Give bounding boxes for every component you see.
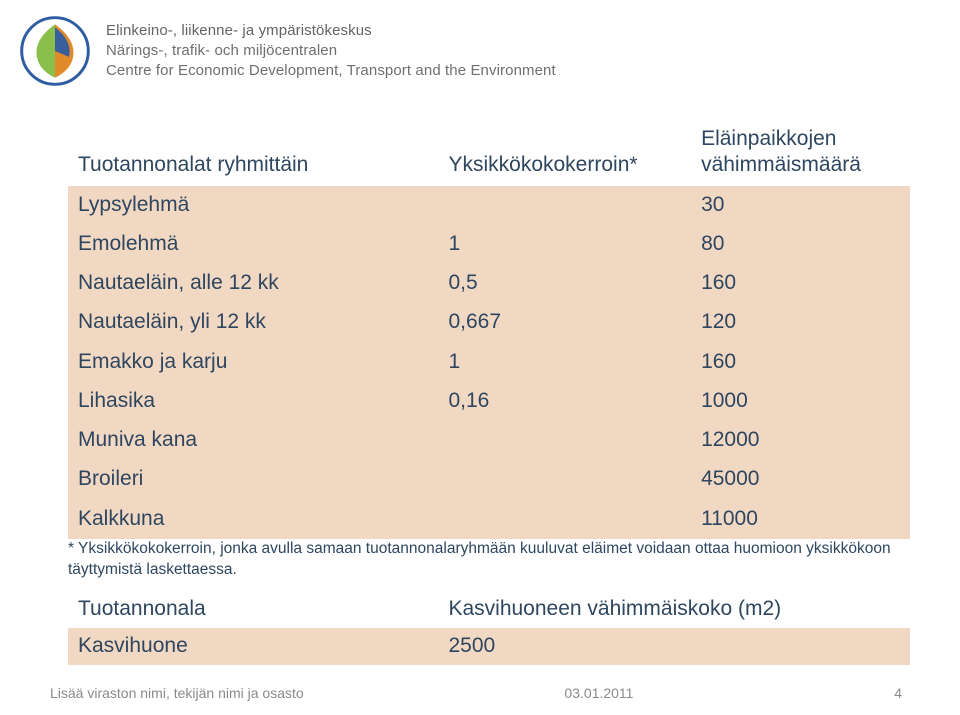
main-content: Tuotannonalat ryhmittäin Yksikkökokokerr… [0, 98, 960, 539]
cell-min: 160 [691, 343, 910, 382]
org-line-sv: Närings-, trafik- och miljöcentralen [106, 41, 556, 61]
org-line-fi: Elinkeino-, liikenne- ja ympäristökeskus [106, 21, 556, 41]
header: Elinkeino-, liikenne- ja ympäristökeskus… [0, 0, 960, 98]
header-c2-line2: vähimmäismäärä [701, 153, 861, 176]
footnote: * Yksikkökokokerroin, jonka avulla samaa… [0, 539, 960, 581]
footer: Lisää viraston nimi, tekijän nimi ja osa… [0, 685, 960, 701]
cell-label: Muniva kana [68, 421, 438, 460]
cell-label: Nautaeläin, alle 12 kk [68, 264, 438, 303]
footer-page: 4 [894, 685, 902, 701]
header-c2-line1: Eläinpaikkojen [701, 127, 836, 150]
table-row: Nautaeläin, yli 12 kk0,667120 [68, 303, 910, 342]
cell-min: 45000 [691, 460, 910, 499]
cell-min: 80 [691, 225, 910, 264]
bottom-cell-left: Tuotannonala [68, 591, 438, 628]
header-c2: Eläinpaikkojen vähimmäismäärä [691, 120, 910, 186]
org-line-en: Centre for Economic Development, Transpo… [106, 61, 556, 81]
header-c1: Yksikkökokokerroin* [438, 120, 691, 186]
cell-label: Broileri [68, 460, 438, 499]
cell-label: Lihasika [68, 382, 438, 421]
cell-coef [438, 500, 691, 539]
table-row: Emakko ja karju1160 [68, 343, 910, 382]
table-row: Emolehmä180 [68, 225, 910, 264]
table-row: Lypsylehmä 30 [68, 186, 910, 225]
cell-coef [438, 186, 691, 225]
cell-label: Emakko ja karju [68, 343, 438, 382]
cell-label: Lypsylehmä [68, 186, 438, 225]
logo-icon [18, 14, 92, 88]
cell-label: Emolehmä [68, 225, 438, 264]
cell-coef: 0,5 [438, 264, 691, 303]
table-header-row: Tuotannonalat ryhmittäin Yksikkökokokerr… [68, 120, 910, 186]
bottom-table-row: Kasvihuone2500 [68, 628, 910, 665]
table-row: Lihasika0,161000 [68, 382, 910, 421]
cell-coef: 1 [438, 225, 691, 264]
cell-coef [438, 421, 691, 460]
cell-label: Nautaeläin, yli 12 kk [68, 303, 438, 342]
cell-coef: 0,667 [438, 303, 691, 342]
cell-coef [438, 460, 691, 499]
footer-date: 03.01.2011 [564, 685, 633, 701]
cell-min: 1000 [691, 382, 910, 421]
cell-label: Kalkkuna [68, 500, 438, 539]
footer-left: Lisää viraston nimi, tekijän nimi ja osa… [50, 685, 304, 701]
bottom-cell-right: Kasvihuoneen vähimmäiskoko (m2) [438, 591, 910, 628]
table-row: Broileri 45000 [68, 460, 910, 499]
header-c0: Tuotannonalat ryhmittäin [68, 120, 438, 186]
cell-coef: 1 [438, 343, 691, 382]
cell-min: 12000 [691, 421, 910, 460]
bottom-cell-right: 2500 [438, 628, 910, 665]
cell-min: 30 [691, 186, 910, 225]
bottom-cell-left: Kasvihuone [68, 628, 438, 665]
bottom-table-wrap: TuotannonalaKasvihuoneen vähimmäiskoko (… [0, 591, 960, 665]
cell-min: 120 [691, 303, 910, 342]
bottom-table-row: TuotannonalaKasvihuoneen vähimmäiskoko (… [68, 591, 910, 628]
organization-name: Elinkeino-, liikenne- ja ympäristökeskus… [106, 21, 556, 82]
cell-min: 11000 [691, 500, 910, 539]
cell-min: 160 [691, 264, 910, 303]
table-row: Kalkkuna 11000 [68, 500, 910, 539]
cell-coef: 0,16 [438, 382, 691, 421]
table-row: Nautaeläin, alle 12 kk0,5160 [68, 264, 910, 303]
bottom-table: TuotannonalaKasvihuoneen vähimmäiskoko (… [68, 591, 910, 665]
table-row: Muniva kana 12000 [68, 421, 910, 460]
production-table: Tuotannonalat ryhmittäin Yksikkökokokerr… [68, 120, 910, 539]
